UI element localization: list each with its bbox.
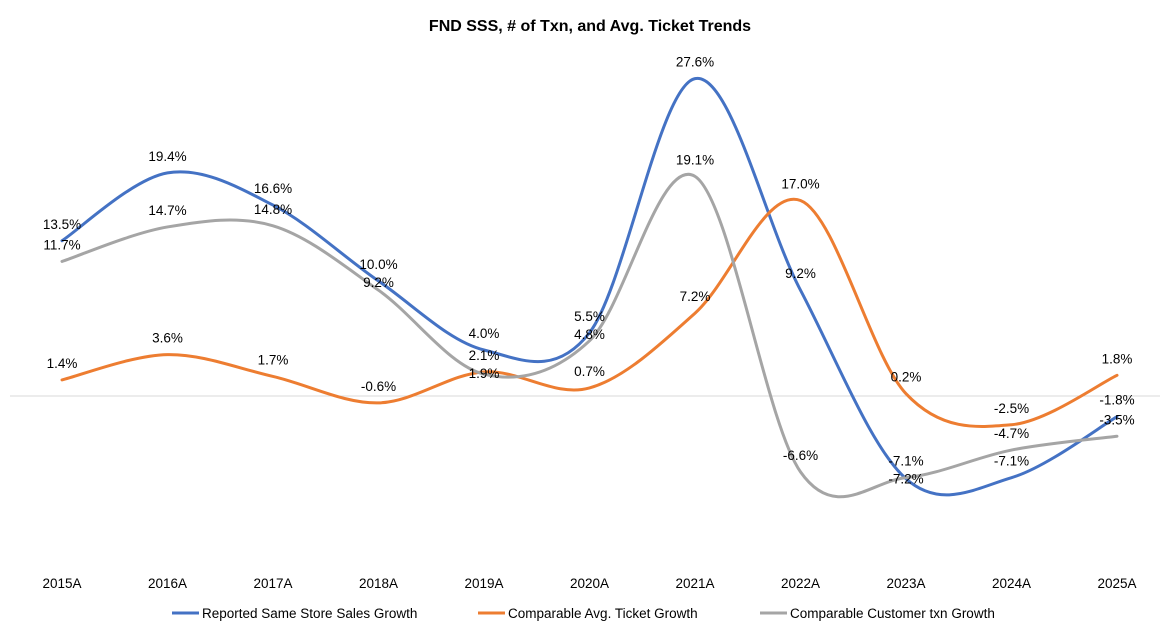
x-tick-label: 2017A: [253, 576, 292, 591]
x-tick-label: 2019A: [464, 576, 503, 591]
chart-title: FND SSS, # of Txn, and Avg. Ticket Trend…: [429, 18, 751, 35]
data-label: -7.1%: [994, 454, 1029, 469]
data-label: -1.8%: [1099, 393, 1134, 408]
data-label: 9.2%: [785, 266, 816, 281]
legend-label: Comparable Avg. Ticket Growth: [508, 606, 698, 621]
legend-item-0[interactable]: Reported Same Store Sales Growth: [172, 606, 417, 621]
data-label: -2.5%: [994, 401, 1029, 416]
legend-item-1[interactable]: Comparable Avg. Ticket Growth: [478, 606, 698, 621]
x-tick-label: 2023A: [886, 576, 925, 591]
data-label: 27.6%: [676, 55, 714, 70]
data-label: -0.6%: [361, 379, 396, 394]
x-tick-label: 2018A: [359, 576, 398, 591]
series-line-0: [60, 77, 1119, 497]
x-tick-label: 2016A: [148, 576, 187, 591]
data-label: 1.7%: [258, 352, 289, 367]
x-tick-label: 2024A: [992, 576, 1031, 591]
data-label: 1.8%: [1102, 351, 1133, 366]
data-label: -4.7%: [994, 426, 1029, 441]
data-label: 19.1%: [676, 152, 714, 167]
data-label: 0.2%: [891, 370, 922, 385]
data-label: 4.0%: [469, 326, 500, 341]
data-label: 3.6%: [152, 331, 183, 346]
data-label: 14.7%: [148, 203, 186, 218]
data-label: -3.5%: [1099, 412, 1134, 427]
data-label: 1.4%: [47, 356, 78, 371]
x-tick-label: 2021A: [675, 576, 714, 591]
x-tick-label: 2025A: [1097, 576, 1136, 591]
x-tick-label: 2020A: [570, 576, 609, 591]
data-label: 9.2%: [363, 275, 394, 290]
data-label: 13.5%: [43, 217, 81, 232]
legend-label: Comparable Customer txn Growth: [790, 606, 995, 621]
data-label: -7.1%: [888, 454, 923, 469]
data-label: 4.8%: [574, 327, 605, 342]
x-tick-label: 2022A: [781, 576, 820, 591]
data-label: 10.0%: [359, 257, 397, 272]
data-label: 7.2%: [680, 289, 711, 304]
legend-item-2[interactable]: Comparable Customer txn Growth: [760, 606, 995, 621]
data-label: 17.0%: [781, 177, 819, 192]
data-label: -7.2%: [888, 472, 923, 487]
legend-label: Reported Same Store Sales Growth: [202, 606, 417, 621]
series-line-2: [60, 172, 1119, 499]
data-label: 5.5%: [574, 309, 605, 324]
data-label: 14.8%: [254, 202, 292, 217]
data-label: 0.7%: [574, 364, 605, 379]
data-label: 1.9%: [469, 366, 500, 381]
series-line-1: [60, 197, 1119, 428]
x-tick-label: 2015A: [42, 576, 81, 591]
data-label: 19.4%: [148, 149, 186, 164]
data-label: 11.7%: [43, 237, 80, 252]
data-label: -6.6%: [783, 448, 818, 463]
data-label: 16.6%: [254, 181, 292, 196]
data-label: 2.1%: [469, 348, 500, 363]
